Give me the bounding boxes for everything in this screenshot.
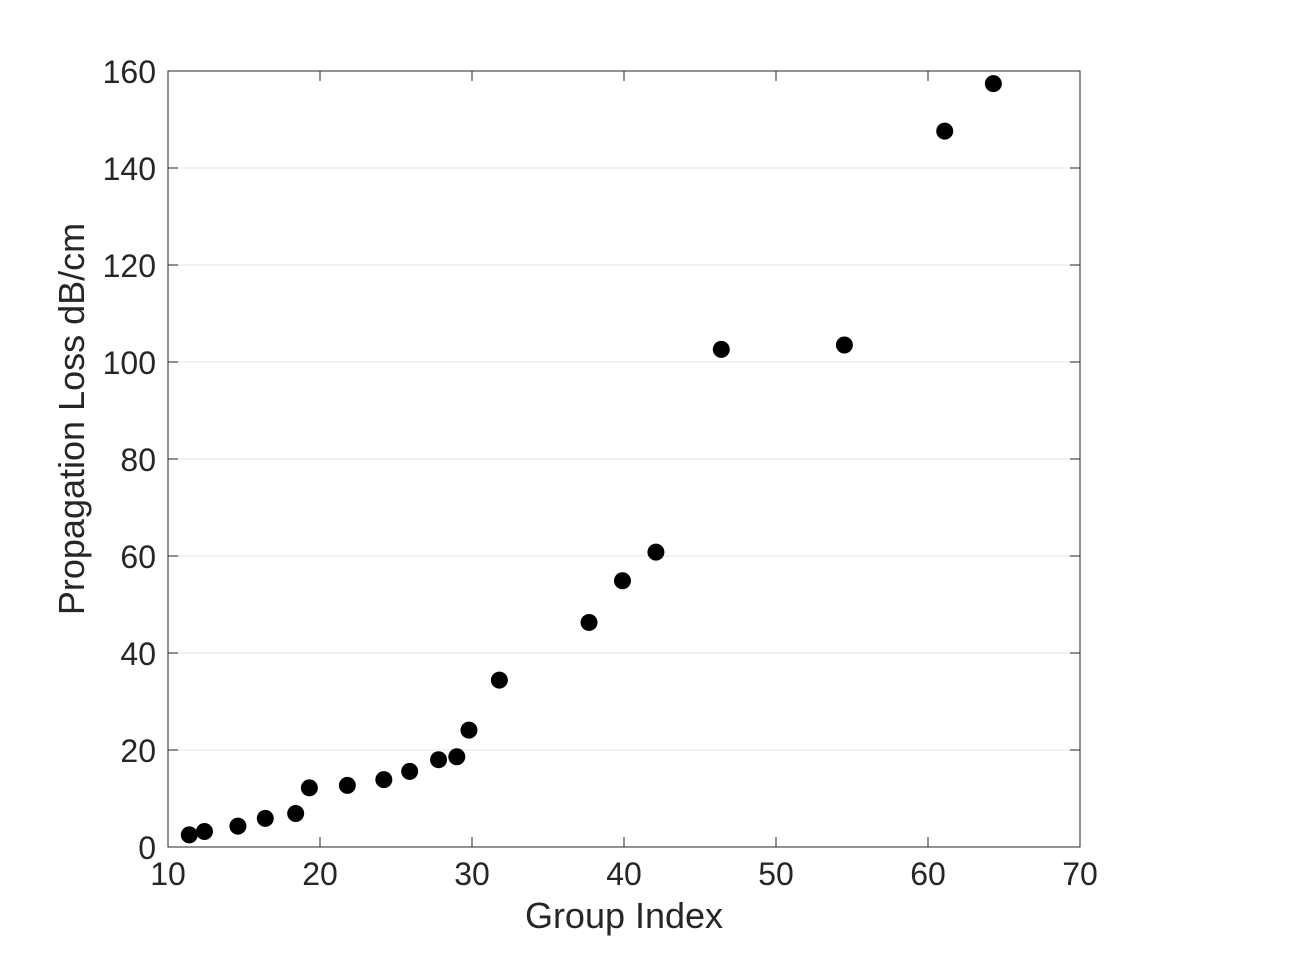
data-point [430,751,448,769]
data-point [984,75,1002,93]
data-point [300,779,318,797]
x-tick-label: 70 [1062,856,1098,892]
x-tick-label: 10 [150,856,186,892]
x-tick-label: 30 [454,856,490,892]
x-tick-label: 60 [910,856,946,892]
data-point [460,721,478,739]
x-tick-label: 40 [606,856,642,892]
data-point [448,748,466,766]
y-tick-label: 20 [120,733,156,769]
data-point [613,572,631,590]
data-point [195,822,213,840]
data-point [647,543,665,561]
data-point [256,809,274,827]
data-point [401,762,419,780]
y-axis-label: Propagation Loss dB/cm [51,223,92,615]
y-tick-label: 60 [120,539,156,575]
data-points [180,75,1002,844]
data-point [490,671,508,689]
data-point [835,336,853,354]
data-point [338,776,356,794]
data-point [712,340,730,358]
y-tick-label: 80 [120,442,156,478]
data-point [287,805,305,823]
x-tick-label: 20 [302,856,338,892]
y-tick-label: 100 [103,345,156,381]
data-point [229,817,247,835]
y-tick-label: 160 [103,54,156,90]
axis-ticks: 0 20 40 60 80 100 120 140 160 10 20 30 40 50 60 70 [103,54,1098,892]
y-tick-label: 120 [103,248,156,284]
data-point [580,613,598,631]
y-tick-label: 0 [138,830,156,866]
data-point [375,771,393,789]
x-tick-label: 50 [758,856,794,892]
gridlines [168,167,1080,751]
data-point [180,826,198,844]
data-point [936,122,954,140]
x-axis-label: Group Index [525,895,723,936]
y-tick-label: 140 [103,151,156,187]
y-tick-label: 40 [120,636,156,672]
